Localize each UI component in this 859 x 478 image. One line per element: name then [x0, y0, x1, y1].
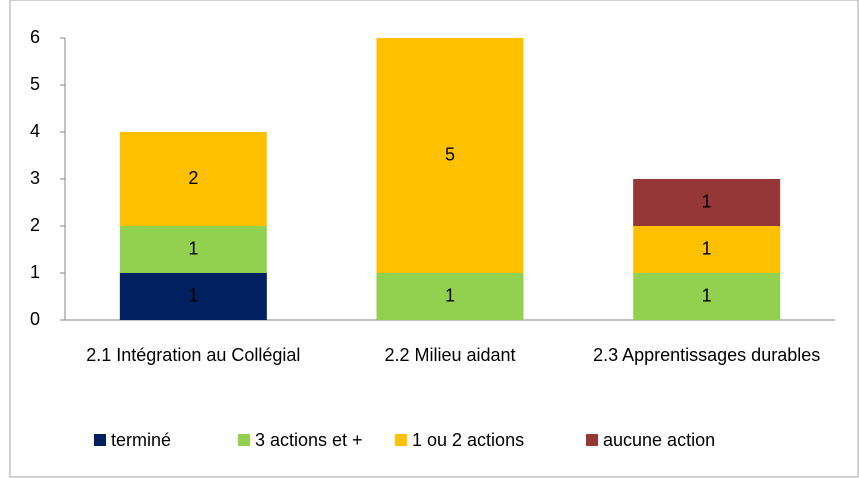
legend-label: aucune action	[603, 430, 715, 450]
data-label: 1	[188, 285, 198, 305]
x-tick-label: 2.3 Apprentissages durables	[593, 345, 821, 365]
data-label: 1	[702, 285, 712, 305]
chart-frame	[9, 0, 859, 478]
legend-swatch	[395, 434, 407, 446]
y-tick-label: 1	[30, 262, 40, 282]
data-label: 5	[445, 144, 455, 164]
bar-segment	[119, 132, 267, 226]
data-label: 1	[702, 191, 712, 211]
y-tick-label: 5	[30, 74, 40, 94]
bar-segment	[119, 273, 267, 320]
data-label: 1	[188, 238, 198, 258]
y-tick-label: 4	[30, 121, 40, 141]
legend-swatch	[238, 434, 250, 446]
y-tick-label: 6	[30, 27, 40, 47]
data-label: 2	[188, 168, 198, 188]
x-tick-label: 2.1 Intégration au Collégial	[86, 345, 301, 365]
bar-segment	[633, 273, 781, 320]
y-tick-label: 3	[30, 168, 40, 188]
bar-segment	[633, 226, 781, 273]
legend-swatch	[586, 434, 598, 446]
data-label: 1	[702, 238, 712, 258]
y-tick-label: 2	[30, 215, 40, 235]
legend-swatch	[94, 434, 106, 446]
legend-label: 1 ou 2 actions	[412, 430, 524, 450]
bar-segment	[376, 273, 524, 320]
x-tick-label: 2.2 Milieu aidant	[384, 345, 516, 365]
bar-segment	[633, 179, 781, 226]
legend-label: terminé	[111, 430, 171, 450]
y-tick-label: 0	[30, 309, 40, 329]
bar-segment	[376, 38, 524, 273]
bar-segment	[119, 226, 267, 273]
legend-label: 3 actions et +	[255, 430, 363, 450]
data-label: 1	[445, 285, 455, 305]
